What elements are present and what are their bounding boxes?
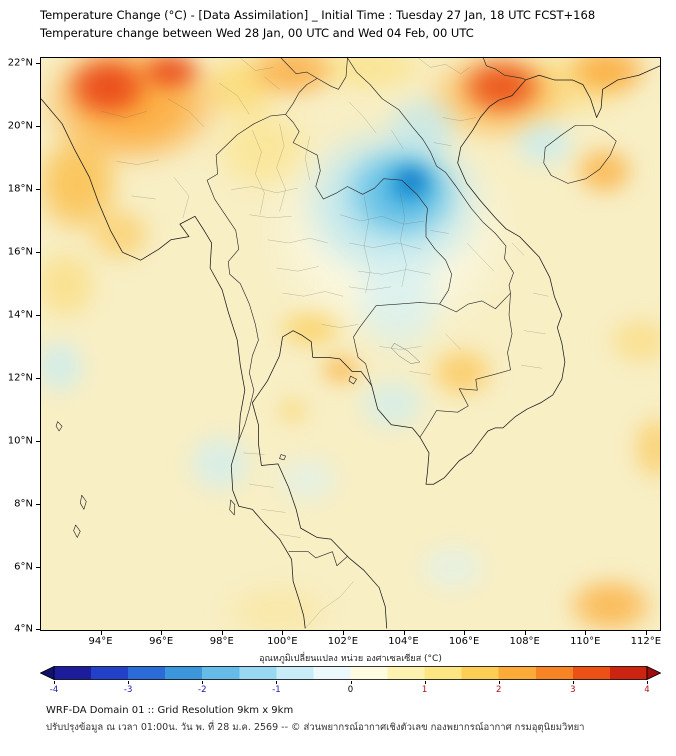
colorbar-tick-label: 0 [347,685,354,695]
colorbar-label: อุณหภูมิเปลี่ยนแปลง หน่วย องศาเซลเซียส (… [259,654,442,664]
y-tick-mark [36,252,40,253]
page-title: Temperature Change (°C) - [Data Assimila… [40,8,596,22]
page-subtitle: Temperature change between Wed 28 Jan, 0… [40,26,474,40]
colorbar-tick-label: -3 [123,685,133,695]
x-tick-mark [342,631,344,635]
feature-s-gold [216,580,338,630]
y-tick-label: 18°N [7,183,33,195]
x-tick-label: 104°E [388,636,419,647]
y-axis: 22°N 20°N 18°N 16°N 14°N 12°N 10°N 8°N 6°N 4°N [0,57,40,635]
y-tick-mark [36,314,40,316]
y-tick-label: 4°N [14,623,33,635]
colorbar-gradient [40,666,661,680]
x-tick-label: 102°E [327,636,359,647]
y-tick-label: 12°N [7,372,33,384]
feature-s-cyan-patch [413,539,493,596]
y-tick-label: 16°N [7,246,33,258]
colorbar-tick-mark [424,681,426,684]
x-tick-label: 108°E [509,636,540,647]
feature-e-orange-blob [571,142,638,200]
x-tick-label: 96°E [149,636,174,647]
agency-update-note: ปรับปรุงข้อมูล ณ เวลา 01:00น. วัน พ. ที่… [46,722,585,733]
tonle-sap-lake-outline [391,343,420,363]
feature-ne-red-blob [456,58,547,118]
y-tick-label: 20°N [7,120,33,132]
colorbar-tick-label: -4 [49,685,59,695]
feature-w-orange-streak [83,202,157,266]
colorbar-ticks: -4 -3 -2 -1 0 1 2 3 4 [40,681,661,695]
colorbar-tick-mark [572,681,574,684]
y-tick-label: 10°N [7,435,33,447]
colorbar-tick-label: -2 [198,685,207,695]
y-tick-mark [36,629,40,631]
feature-e-mid-gold [604,312,660,370]
islands-outline [56,125,616,537]
feature-andaman-cyan [183,429,257,499]
feature-hainan-orange [562,58,653,99]
x-tick-label: 106°E [448,636,480,647]
domain-resolution-note: WRF-DA Domain 01 :: Grid Resolution 9km … [46,705,294,716]
feature-right-edge-orange [628,410,660,486]
geography-overlay [41,58,660,630]
x-tick-label: 110°E [570,636,601,647]
y-tick-label: 6°N [14,561,33,573]
colorbar-tick-label: 1 [421,685,428,695]
map-plot-area [40,57,661,631]
x-tick-label: 112°E [630,636,662,647]
colorbar [40,666,661,680]
coastline [41,66,660,629]
x-tick-label: 98°E [209,636,234,647]
x-tick-mark [524,631,526,635]
y-tick-mark [36,377,40,379]
colorbar-tick-label: 3 [570,685,576,695]
feature-gulf-cyan [271,451,344,508]
feature-central-orange-1 [274,306,347,351]
feature-west-cyan-patch [41,334,90,398]
x-tick-label: 100°E [267,636,298,647]
y-tick-mark [36,63,40,65]
y-tick-mark [36,126,40,128]
temperature-field-layer [41,58,660,630]
feature-gulf-coast-orange [274,394,311,426]
y-tick-mark [36,189,40,191]
x-tick-mark [161,631,163,635]
colorbar-tick-label: 2 [496,685,502,695]
feature-nw-red-core-2 [137,58,205,93]
feature-n-orange [244,58,341,102]
colorbar-tick-mark [350,681,352,684]
y-tick-mark [36,503,40,505]
colorbar-tick-mark [498,681,500,684]
feature-blue-core-inner [396,165,428,193]
x-tick-mark [645,631,647,635]
country-borders [207,58,526,566]
x-tick-mark [464,631,466,635]
colorbar-tick-mark [276,681,278,684]
y-tick-mark [36,566,40,568]
y-tick-label: 8°N [14,498,33,510]
x-tick-mark [221,631,223,635]
colorbar-tick-mark [202,681,204,684]
colorbar-tick-mark [54,681,55,684]
x-tick-mark [100,631,102,635]
province-boundaries [101,58,548,628]
x-tick-mark [282,631,284,635]
x-axis: 94°E 96°E 98°E 100°E 102°E 104°E 106°E 108°E 110… [40,631,661,651]
colorbar-tick-mark [647,681,648,684]
colorbar-tick-label: 4 [644,685,650,695]
x-tick-mark [403,631,405,635]
x-tick-label: 94°E [88,636,113,647]
y-tick-label: 14°N [7,309,33,321]
y-tick-label: 22°N [7,57,33,69]
feature-blue-south-tongue [347,237,450,364]
y-tick-mark [36,440,40,442]
colorbar-tick-label: -1 [272,685,281,695]
x-tick-mark [585,631,587,635]
colorbar-tick-mark [128,681,130,684]
feature-se-orange [562,573,659,630]
